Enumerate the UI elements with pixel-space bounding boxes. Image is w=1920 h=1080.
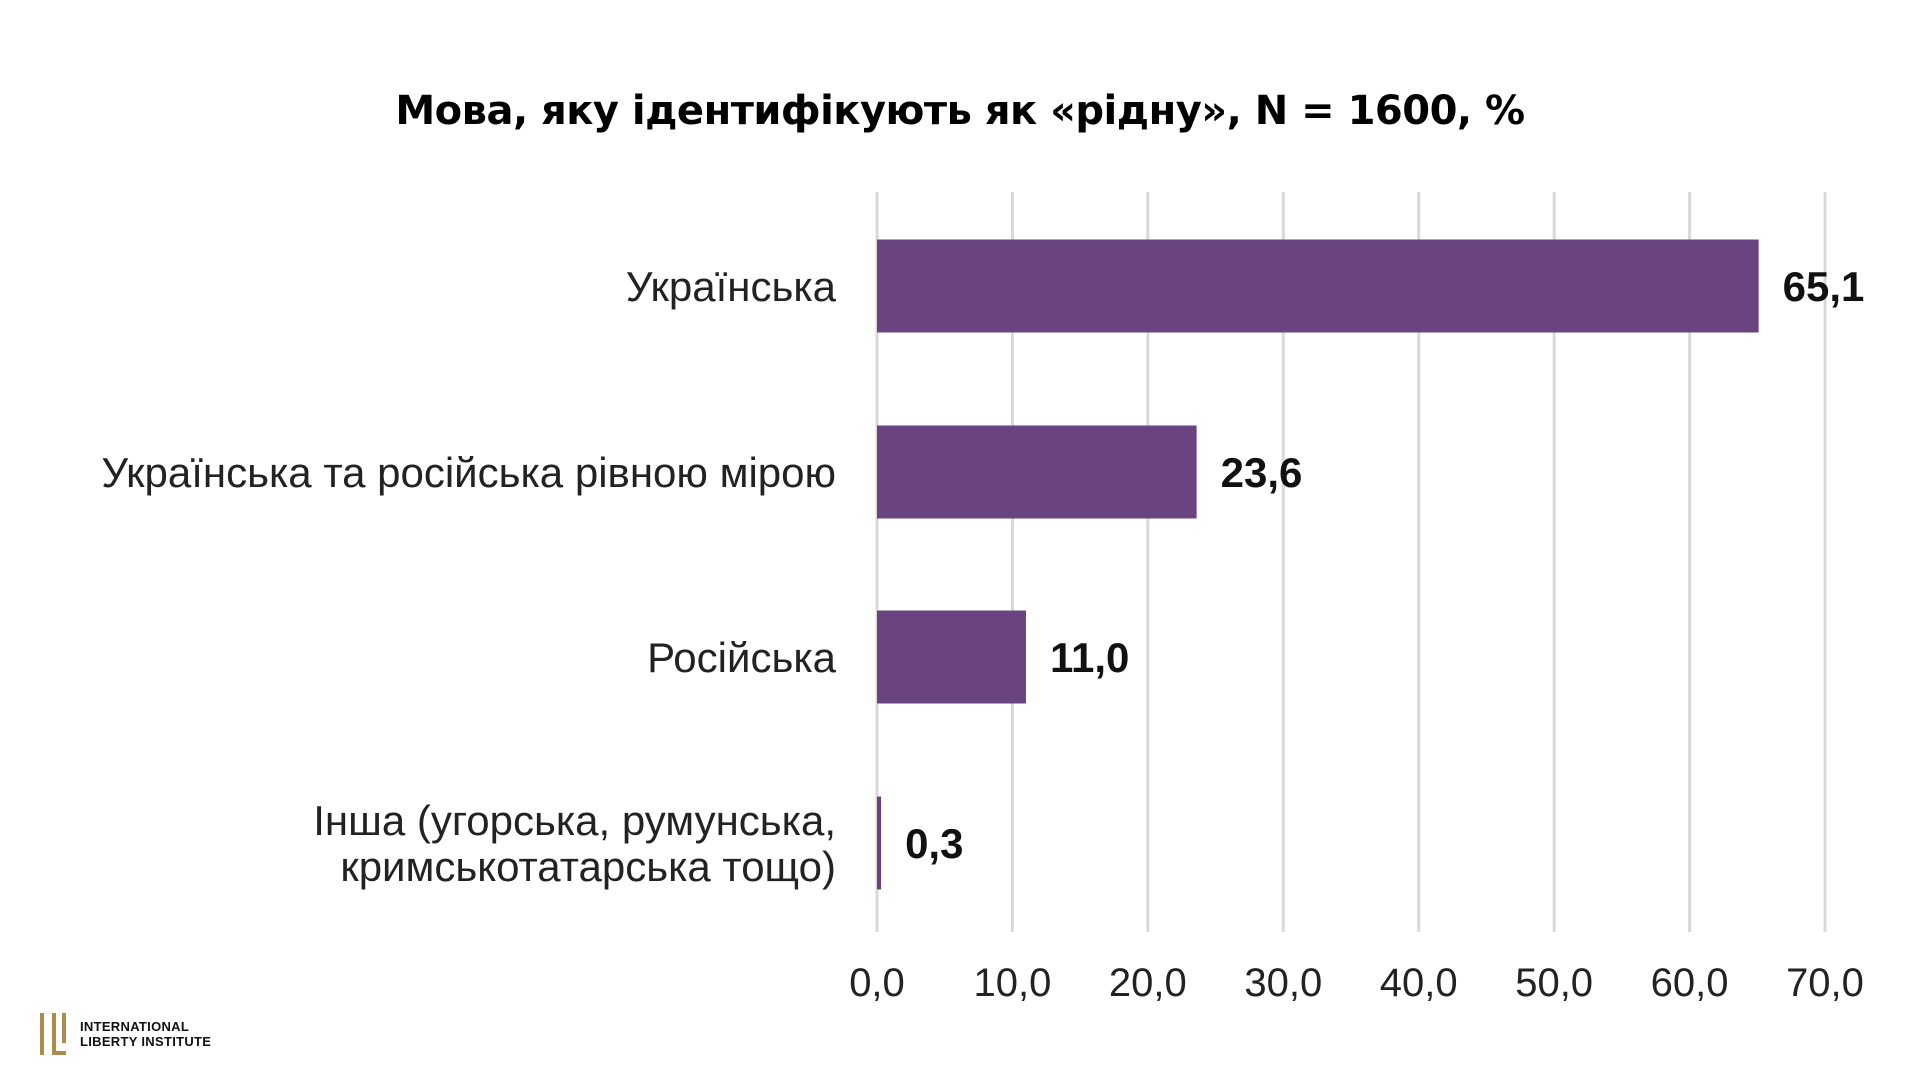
x-tick-label: 60,0 [1651,961,1729,1005]
x-axis-tick-labels: 0,0 10,0 20,0 30,0 40,0 50,0 60,0 70,0 [849,961,1864,1005]
x-tick-label: 20,0 [1109,961,1187,1005]
data-label: 65,1 [1783,263,1865,310]
x-tick-label: 30,0 [1244,961,1322,1005]
bar [877,796,882,890]
category-label: Інша (угорська, румунська, [313,797,836,844]
category-label: Українська [626,263,837,310]
logo-line-2: Liberty Institute [80,1034,212,1049]
logo: International Liberty Institute [40,1012,211,1056]
logo-mark-icon [40,1013,70,1055]
category-label: кримськотатарська тощо) [340,843,836,890]
x-tick-label: 0,0 [849,961,905,1005]
data-label: 23,6 [1221,449,1303,496]
value-labels: 65,1 23,6 11,0 0,3 [905,263,1864,867]
data-label: 11,0 [1050,634,1129,681]
bar [877,610,1026,704]
bar [877,239,1759,333]
bar [877,425,1197,519]
bars [877,239,1759,890]
x-tick-label: 70,0 [1786,961,1864,1005]
x-tick-label: 10,0 [973,961,1051,1005]
x-tick-label: 40,0 [1380,961,1458,1005]
category-labels: Українська Українська та російська рівною… [101,263,836,890]
data-label: 0,3 [905,820,963,867]
x-tick-label: 50,0 [1515,961,1593,1005]
logo-text: International Liberty Institute [80,1019,211,1049]
logo-line-1: International [80,1019,190,1034]
category-label: Українська та російська рівною мірою [101,449,836,496]
category-label: Російська [647,634,836,681]
chart-title: Мова, яку ідентифікують як «рідну», N = … [395,88,1525,134]
